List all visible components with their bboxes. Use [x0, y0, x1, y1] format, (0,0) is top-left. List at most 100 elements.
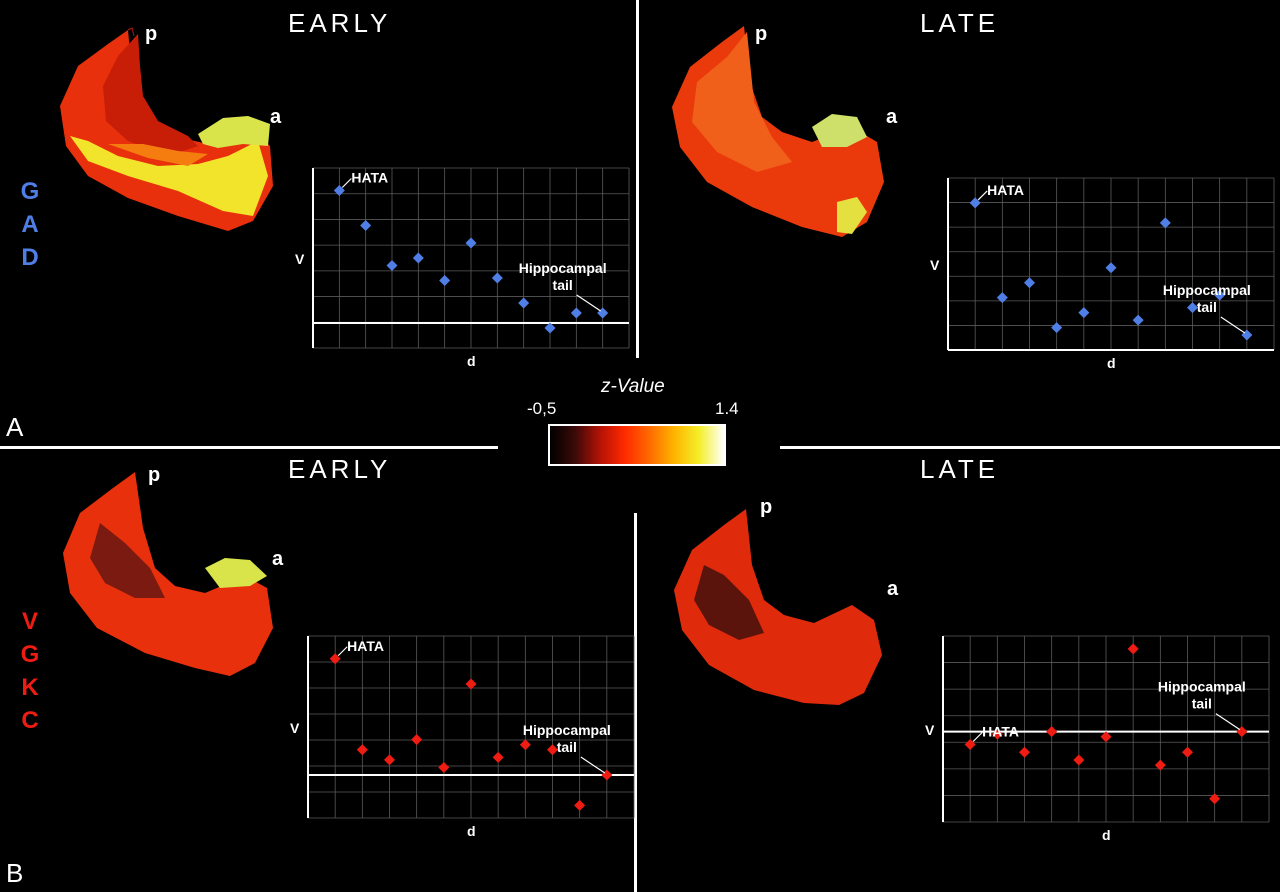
colorbar-max-label: 1.4: [715, 399, 739, 418]
y-axis-label: V: [930, 257, 940, 273]
annotation-leader: [337, 646, 348, 657]
brain-render-vgkc-early: [63, 472, 273, 676]
anterior-label: a: [270, 106, 282, 128]
y-axis-label: V: [295, 251, 305, 267]
data-point: [333, 185, 345, 196]
brain-render-gad-early: [60, 27, 273, 231]
data-point: [491, 272, 503, 284]
chart-grid: [307, 635, 635, 819]
gad-label: G A D: [18, 175, 42, 274]
data-point: [544, 322, 556, 334]
annotation-hippocampal-tail: tail: [553, 277, 573, 293]
data-point: [547, 744, 558, 756]
anterior-label: a: [272, 548, 284, 570]
data-point: [597, 307, 609, 319]
data-point: [384, 754, 395, 766]
data-point: [1073, 754, 1085, 766]
data-point: [439, 275, 451, 286]
annotation-hippocampal-tail: tail: [1192, 696, 1212, 712]
chart-grid: [942, 635, 1270, 823]
annotation-leader: [977, 190, 988, 201]
data-point: [1019, 746, 1030, 758]
vgkc-letter: K: [21, 674, 39, 701]
data-point: [438, 761, 450, 773]
annotation-leader: [972, 732, 983, 742]
annotation-hippocampal-tail: Hippocampal: [1163, 282, 1251, 298]
data-point: [519, 739, 531, 751]
posterior-label: p: [148, 464, 161, 486]
annotation-hippocampal-tail: Hippocampal: [1158, 679, 1246, 695]
data-point: [465, 237, 477, 249]
data-point: [1209, 793, 1221, 805]
top-vertical-divider: [636, 0, 639, 358]
annotation-leader: [580, 756, 606, 774]
late-title-bottom: LATE: [920, 454, 1000, 484]
data-point: [1078, 307, 1090, 319]
brain-render-gad-late: [672, 26, 884, 237]
left-horizontal-divider: [0, 446, 498, 449]
data-point: [492, 751, 504, 763]
annotation-hippocampal-tail: Hippocampal: [519, 260, 607, 276]
posterior-label: p: [755, 23, 768, 45]
x-axis-label: d: [1107, 355, 1116, 371]
data-point: [386, 260, 398, 271]
data-point: [1182, 746, 1193, 758]
z-value-colorbar: [548, 424, 726, 466]
gad-letter: A: [21, 211, 39, 238]
annotation-hata: HATA: [982, 724, 1019, 740]
vgkc-label: V G K C: [18, 605, 42, 737]
colorbar-min-label: -0,5: [527, 399, 557, 418]
data-point: [574, 799, 586, 811]
x-axis-label: d: [467, 823, 476, 839]
annotation-leader: [576, 294, 601, 312]
panel-label-a: A: [6, 412, 24, 442]
x-axis-label: d: [467, 353, 476, 369]
data-point: [465, 678, 477, 690]
anterior-label: a: [887, 578, 899, 600]
late-title-top: LATE: [920, 8, 1000, 38]
data-point: [1214, 289, 1226, 301]
vgkc-letter: V: [21, 608, 38, 635]
data-point: [360, 220, 372, 231]
early-title-top: EARLY: [288, 8, 392, 38]
chart-grid: [312, 167, 630, 349]
data-point: [1127, 643, 1139, 655]
data-point: [969, 197, 981, 209]
annotation-leader: [341, 178, 352, 188]
bottom-vertical-divider: [634, 513, 637, 892]
data-point: [356, 744, 368, 756]
data-point: [1132, 314, 1144, 326]
early-title-bottom: EARLY: [288, 454, 392, 484]
right-horizontal-divider: [780, 446, 1280, 449]
data-point: [964, 739, 976, 750]
brain-render-vgkc-late: [674, 509, 882, 705]
x-axis-label: d: [1102, 827, 1111, 843]
data-point: [412, 252, 424, 264]
y-axis-label: V: [290, 720, 300, 736]
gad-letter: D: [21, 244, 39, 271]
data-point: [1105, 262, 1117, 274]
data-point: [1100, 731, 1112, 743]
posterior-label: p: [760, 496, 773, 518]
annotation-hata: HATA: [347, 638, 384, 654]
annotation-hata: HATA: [987, 182, 1024, 198]
data-point: [1159, 217, 1171, 229]
annotation-hippocampal-tail: tail: [1197, 299, 1217, 315]
data-point: [411, 734, 423, 746]
y-axis-label: V: [925, 722, 935, 738]
data-point: [1051, 322, 1063, 334]
anterior-label: a: [886, 106, 898, 128]
data-point: [1046, 726, 1058, 738]
panel-label-b: B: [6, 858, 24, 888]
data-point: [1024, 277, 1035, 289]
annotation-hippocampal-tail: Hippocampal: [523, 722, 611, 738]
data-point: [518, 297, 530, 309]
data-point: [996, 292, 1008, 304]
gad-letter: G: [20, 178, 40, 205]
data-point: [329, 653, 341, 665]
colorbar-title: z-Value: [601, 376, 665, 397]
data-point: [1187, 302, 1198, 314]
